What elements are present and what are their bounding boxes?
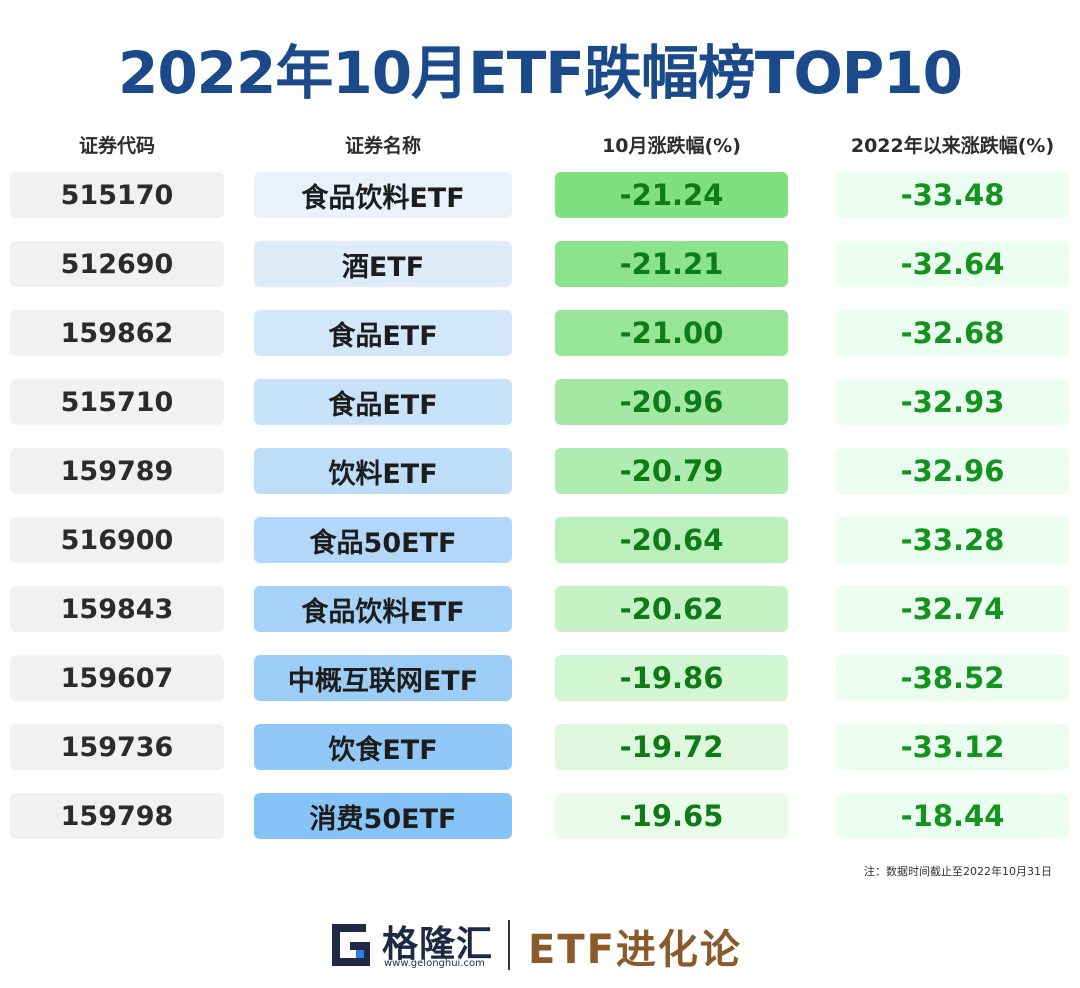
header-month-change: 10月涨跌幅(%) bbox=[602, 135, 741, 157]
footer-divider bbox=[508, 920, 510, 970]
security-name: 中概互联网ETF bbox=[254, 655, 512, 701]
security-code: 159862 bbox=[10, 310, 224, 356]
security-name: 食品饮料ETF bbox=[254, 172, 512, 218]
header-ytd-change: 2022年以来涨跌幅(%) bbox=[850, 135, 1055, 157]
table-row: 512690 酒ETF -21.21 -32.64 bbox=[0, 241, 1080, 289]
ytd-change: -32.96 bbox=[836, 448, 1069, 494]
header-name: 证券名称 bbox=[344, 135, 421, 157]
table-row: 159862 食品ETF -21.00 -32.68 bbox=[0, 310, 1080, 358]
october-change: -21.21 bbox=[555, 241, 788, 287]
security-code: 159736 bbox=[10, 724, 224, 770]
ytd-change: -33.28 bbox=[836, 517, 1069, 563]
october-change: -20.62 bbox=[555, 586, 788, 632]
october-change: -21.24 bbox=[555, 172, 788, 218]
security-code: 159843 bbox=[10, 586, 224, 632]
ytd-change: -33.48 bbox=[836, 172, 1069, 218]
security-name: 食品ETF bbox=[254, 310, 512, 356]
page-title: 2022年10月ETF跌幅榜TOP10 bbox=[117, 39, 963, 107]
footer: 格隆汇 www.gelonghui.com ETF进化论 bbox=[0, 912, 1080, 976]
table-row: 159789 饮料ETF -20.79 -32.96 bbox=[0, 448, 1080, 496]
footer-slogan: ETF进化论 bbox=[528, 927, 742, 973]
ytd-change: -32.64 bbox=[836, 241, 1069, 287]
table-row: 159607 中概互联网ETF -19.86 -38.52 bbox=[0, 655, 1080, 703]
brand-url: www.gelonghui.com bbox=[384, 958, 485, 969]
security-name: 消费50ETF bbox=[254, 793, 512, 839]
security-name: 食品50ETF bbox=[254, 517, 512, 563]
security-name: 食品ETF bbox=[254, 379, 512, 425]
ytd-change: -33.12 bbox=[836, 724, 1069, 770]
gelonghui-logo-icon bbox=[326, 920, 374, 970]
october-change: -20.64 bbox=[555, 517, 788, 563]
data-date-note: 注：数据时间截止至2022年10月31日 bbox=[864, 865, 1052, 878]
october-change: -20.96 bbox=[555, 379, 788, 425]
table-row: 515710 食品ETF -20.96 -32.93 bbox=[0, 379, 1080, 427]
table-row: 159843 食品饮料ETF -20.62 -32.74 bbox=[0, 586, 1080, 634]
october-change: -20.79 bbox=[555, 448, 788, 494]
october-change: -19.72 bbox=[555, 724, 788, 770]
ytd-change: -32.68 bbox=[836, 310, 1069, 356]
ytd-change: -38.52 bbox=[836, 655, 1069, 701]
table-row: 516900 食品50ETF -20.64 -33.28 bbox=[0, 517, 1080, 565]
ytd-change: -18.44 bbox=[836, 793, 1069, 839]
security-code: 515170 bbox=[10, 172, 224, 218]
security-code: 515710 bbox=[10, 379, 224, 425]
security-name: 食品饮料ETF bbox=[254, 586, 512, 632]
october-change: -19.86 bbox=[555, 655, 788, 701]
table-row: 159798 消费50ETF -19.65 -18.44 bbox=[0, 793, 1080, 841]
brand-name: 格隆汇 bbox=[382, 924, 494, 965]
ytd-change: -32.74 bbox=[836, 586, 1069, 632]
table-row: 159736 饮食ETF -19.72 -33.12 bbox=[0, 724, 1080, 772]
security-name: 饮料ETF bbox=[254, 448, 512, 494]
table-row: 515170 食品饮料ETF -21.24 -33.48 bbox=[0, 172, 1080, 220]
header-code: 证券代码 bbox=[78, 135, 155, 157]
october-change: -19.65 bbox=[555, 793, 788, 839]
security-code: 159789 bbox=[10, 448, 224, 494]
security-code: 159607 bbox=[10, 655, 224, 701]
security-code: 516900 bbox=[10, 517, 224, 563]
october-change: -21.00 bbox=[555, 310, 788, 356]
security-code: 512690 bbox=[10, 241, 224, 287]
ytd-change: -32.93 bbox=[836, 379, 1069, 425]
security-name: 饮食ETF bbox=[254, 724, 512, 770]
security-code: 159798 bbox=[10, 793, 224, 839]
security-name: 酒ETF bbox=[254, 241, 512, 287]
